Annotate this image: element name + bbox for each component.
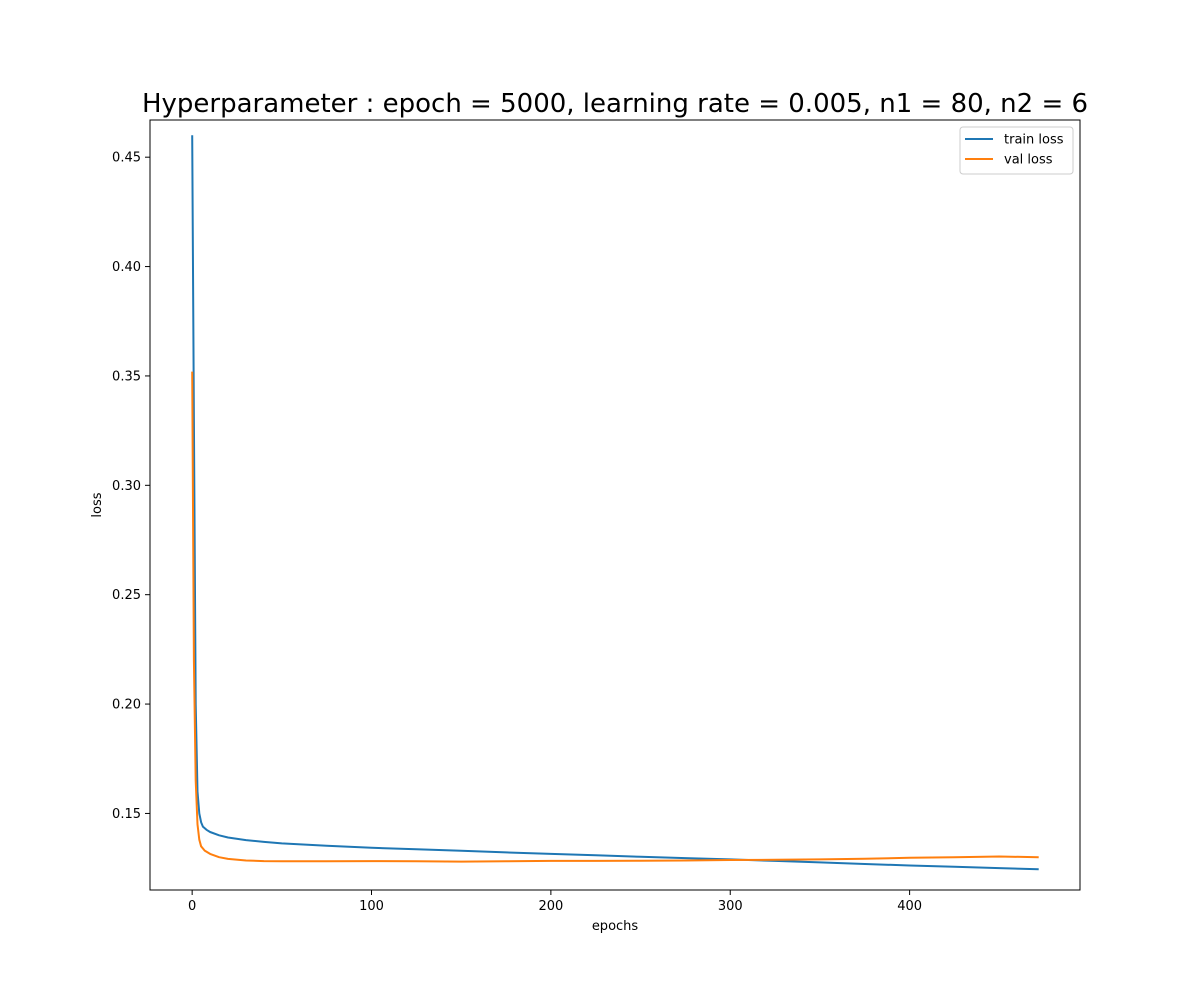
x-tick-label: 200 <box>538 899 563 914</box>
y-axis-ticks: 0.15 0.20 0.25 0.30 0.35 0.40 0.45 <box>112 151 150 822</box>
y-tick-label: 0.15 <box>112 807 141 822</box>
legend-label: val loss <box>1004 153 1053 168</box>
y-tick-label: 0.20 <box>112 698 141 713</box>
x-tick-label: 0 <box>188 899 196 914</box>
y-tick-label: 0.30 <box>112 479 141 494</box>
legend: train loss val loss <box>959 126 1074 175</box>
series-line-train-loss <box>191 135 1039 871</box>
y-tick-label: 0.35 <box>112 369 141 384</box>
y-axis-label: loss <box>90 492 105 517</box>
x-tick-label: 100 <box>359 899 384 914</box>
y-tick-label: 0.45 <box>112 151 141 166</box>
series-line-val-loss <box>191 371 1039 863</box>
plot-frame <box>149 119 1081 891</box>
legend-label: train loss <box>1004 133 1064 148</box>
series-group <box>191 135 1039 871</box>
x-tick-label: 400 <box>897 899 922 914</box>
x-axis-ticks: 0 100 200 300 400 <box>188 890 922 914</box>
x-axis-label: epochs <box>592 919 639 934</box>
y-tick-label: 0.40 <box>112 260 141 275</box>
chart-title: Hyperparameter : epoch = 5000, learning … <box>142 89 1088 119</box>
x-tick-label: 300 <box>718 899 743 914</box>
y-tick-label: 0.25 <box>112 588 141 603</box>
